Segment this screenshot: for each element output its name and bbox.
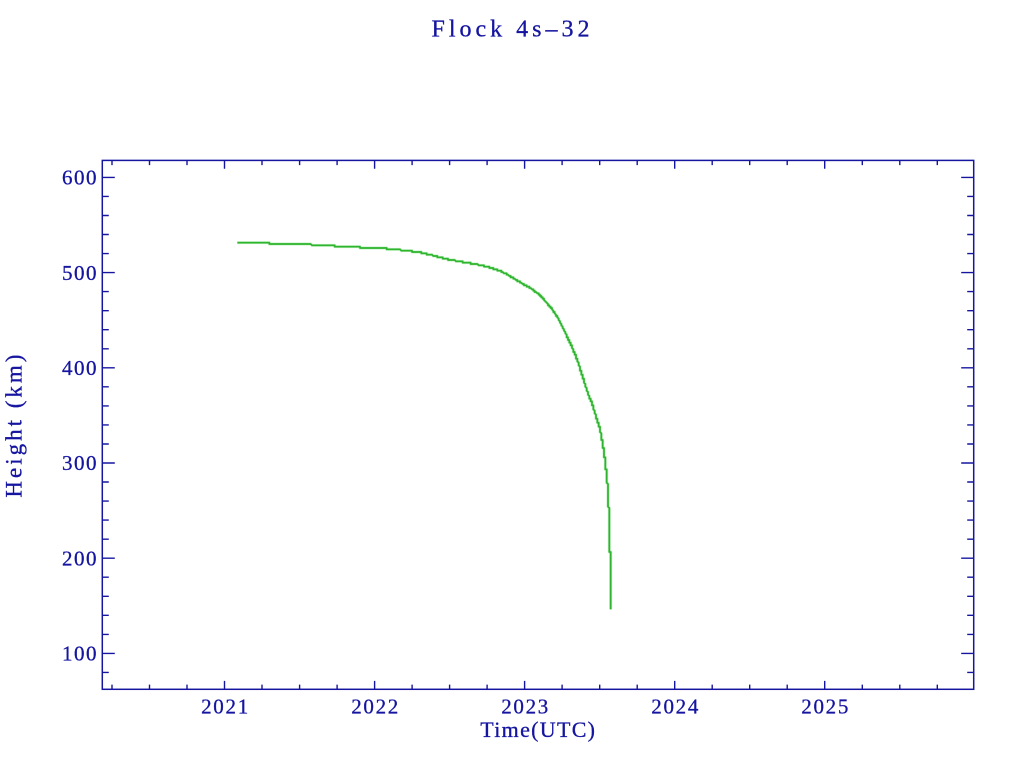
svg-text:500: 500 — [62, 261, 98, 285]
svg-text:2025: 2025 — [801, 694, 850, 718]
svg-text:2021: 2021 — [201, 694, 250, 718]
svg-text:400: 400 — [62, 356, 98, 380]
svg-text:300: 300 — [62, 451, 98, 475]
svg-text:Flock 4s–32: Flock 4s–32 — [431, 17, 593, 43]
svg-text:100: 100 — [62, 642, 98, 666]
svg-text:2024: 2024 — [651, 694, 700, 718]
svg-text:200: 200 — [62, 546, 98, 570]
svg-text:2023: 2023 — [501, 694, 550, 718]
svg-text:Time(UTC): Time(UTC) — [480, 717, 596, 742]
svg-text:2022: 2022 — [351, 694, 400, 718]
svg-text:600: 600 — [62, 166, 98, 190]
svg-text:Height (km): Height (km) — [2, 352, 27, 498]
